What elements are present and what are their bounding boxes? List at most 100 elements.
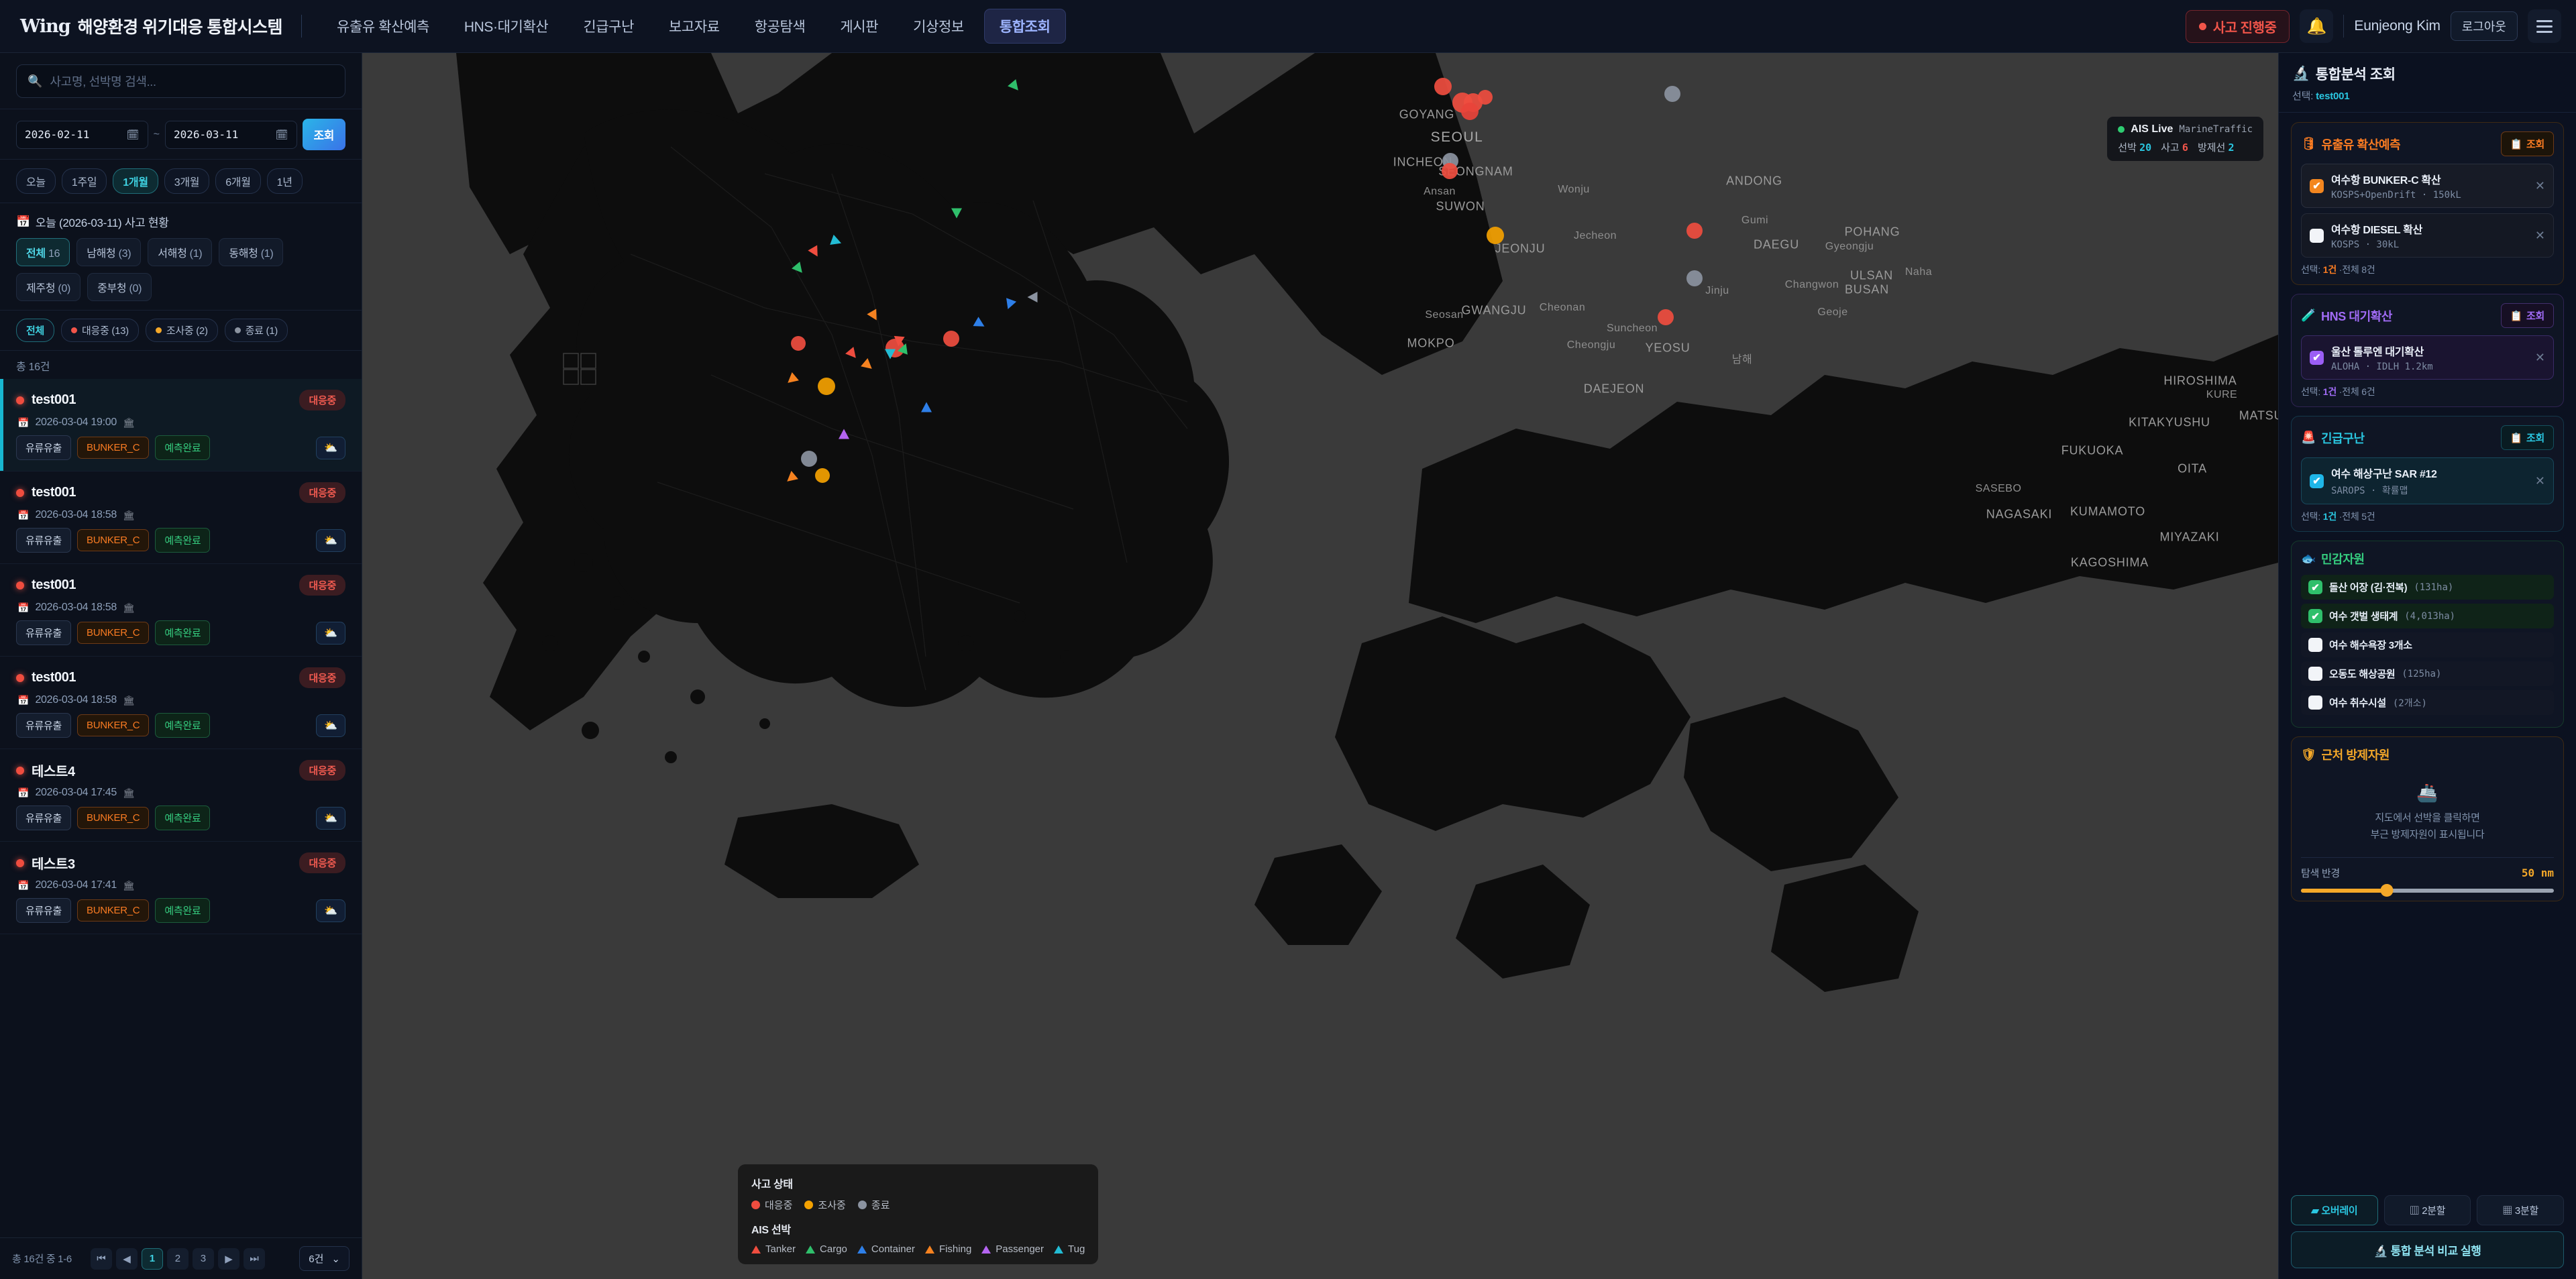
sensitive-resource-checkbox[interactable]: ✔ <box>2308 580 2322 594</box>
close-icon[interactable]: ✕ <box>2534 178 2545 192</box>
map-vessel-marker[interactable] <box>951 208 962 219</box>
bell-icon[interactable]: 🔔 <box>2300 9 2334 43</box>
map-incident-marker[interactable] <box>1658 309 1674 325</box>
weather-button[interactable]: ⛅ <box>316 899 345 922</box>
nav-item-7[interactable]: 통합조회 <box>983 9 1066 44</box>
incident-alert-badge[interactable]: 사고 진행중 <box>2185 9 2290 43</box>
sensitive-resource-item[interactable]: 오동도 해상공원 (125ha) <box>2301 661 2554 686</box>
sensitive-resource-item[interactable]: 여수 해수욕장 3개소 <box>2301 632 2554 657</box>
state-filter-0[interactable]: 전체 <box>16 319 55 342</box>
sensitive-resource-checkbox[interactable] <box>2308 696 2322 710</box>
weather-button[interactable]: ⛅ <box>316 714 345 737</box>
map-incident-marker[interactable] <box>943 331 959 347</box>
org-filter-5[interactable]: 중부청 (0) <box>87 273 152 301</box>
state-filter-1[interactable]: 대응중 (13) <box>61 319 139 342</box>
search-submit-button[interactable]: 조회 <box>302 119 346 150</box>
map-area[interactable]: GOYANG SEOUL INCHEON SEONGNAM Ansan SUWON Wonj… <box>362 53 2278 1279</box>
map-vessel-marker[interactable] <box>893 335 905 347</box>
nav-item-5[interactable]: 게시판 <box>840 19 879 35</box>
state-filter-3[interactable]: 종료 (1) <box>224 319 288 342</box>
weather-button[interactable]: ⛅ <box>316 621 345 645</box>
logout-button[interactable]: 로그아웃 <box>2450 11 2518 41</box>
search-input[interactable]: 🔍 사고명, 선박명 검색... <box>16 64 345 98</box>
sensitive-resource-checkbox[interactable] <box>2308 667 2322 681</box>
sensitive-resource-item[interactable]: ✔ 돌산 어장 (김·전복) (131ha) <box>2301 575 2554 600</box>
org-filter-3[interactable]: 동해청 (1) <box>219 238 284 266</box>
nav-item-3[interactable]: 보고자료 <box>669 19 720 35</box>
pagination-page-2[interactable]: 2 <box>166 1247 189 1270</box>
incident-list-item[interactable]: 테스트3 대응중 📅 2026-03-04 17:41 🏛 유류유출 BUNKER_C 예측완… <box>0 842 362 934</box>
map-incident-marker[interactable] <box>791 336 806 351</box>
hns-query-button[interactable]: 📋 조회 <box>2500 303 2554 328</box>
incident-list-item[interactable]: test001 대응중 📅 2026-03-04 18:58 🏛 유류유출 BUNKER_C… <box>0 471 362 564</box>
date-to-field[interactable]: 2026-03-11 🗓 <box>164 120 297 149</box>
map-vessel-marker[interactable] <box>921 402 932 412</box>
incident-list-item[interactable]: 테스트4 대응중 📅 2026-03-04 17:45 🏛 유류유출 BUNKER_C 예측완… <box>0 749 362 842</box>
map-incident-marker[interactable] <box>1686 270 1703 286</box>
hns-layer-checkbox[interactable]: ✔ <box>2310 350 2324 365</box>
org-filter-2[interactable]: 서해청 (1) <box>148 238 213 266</box>
quick-range-5[interactable]: 1년 <box>266 168 303 194</box>
sensitive-resource-item[interactable]: 여수 취수시설 (2개소) <box>2301 690 2554 715</box>
pagination-first[interactable]: ⏮ <box>90 1247 112 1270</box>
pagination-prev[interactable]: ◀ <box>115 1247 138 1270</box>
radius-slider[interactable] <box>2301 884 2554 897</box>
quick-range-0[interactable]: 오늘 <box>16 168 56 194</box>
brand[interactable]: Wing 해양환경 위기대응 통합시스템 <box>20 14 283 38</box>
incident-list[interactable]: test001 대응중 📅 2026-03-04 19:00 🏛 유류유출 BUNKER_C… <box>0 379 362 1237</box>
map-incident-marker[interactable] <box>1434 78 1452 95</box>
close-icon[interactable]: ✕ <box>2534 350 2545 364</box>
close-icon[interactable]: ✕ <box>2534 474 2545 488</box>
quick-range-1[interactable]: 1주일 <box>61 168 107 194</box>
nav-item-1[interactable]: HNS·대기확산 <box>464 19 549 35</box>
view-mode-button[interactable]: ▥ 2분할 <box>2383 1195 2471 1225</box>
sar-layer-checkbox[interactable]: ✔ <box>2310 474 2324 488</box>
map-incident-marker[interactable] <box>1487 227 1504 244</box>
pagination-page-1[interactable]: 1 <box>141 1247 163 1270</box>
quick-range-4[interactable]: 6개월 <box>215 168 261 194</box>
oil-layer-checkbox[interactable] <box>2310 228 2324 243</box>
weather-button[interactable]: ⛅ <box>316 529 345 552</box>
run-analysis-button[interactable]: 🔬 통합 분석 비교 실행 <box>2291 1231 2564 1268</box>
calendar-icon[interactable]: 🗓 <box>275 129 288 141</box>
oil-layer-item[interactable]: ✔ 여수항 BUNKER-C 확산 KOSPS+OpenDrift · 150kL ✕ <box>2301 164 2554 208</box>
radius-slider-handle[interactable] <box>2380 884 2394 897</box>
sar-layer-item[interactable]: ✔ 여수 해상구난 SAR #12 SAROPS · 확률맵 ✕ <box>2301 457 2554 504</box>
map-incident-marker[interactable] <box>818 378 835 395</box>
org-filter-1[interactable]: 남해청 (3) <box>76 238 142 266</box>
map-incident-marker[interactable] <box>801 451 817 467</box>
org-filter-0[interactable]: 전체 16 <box>16 238 70 266</box>
state-filter-2[interactable]: 조사중 (2) <box>145 319 218 342</box>
sensitive-resource-item[interactable]: ✔ 여수 갯벌 생태계 (4,013ha) <box>2301 604 2554 628</box>
quick-range-2[interactable]: 1개월 <box>113 168 158 194</box>
org-filter-4[interactable]: 제주청 (0) <box>16 273 81 301</box>
map-incident-marker[interactable] <box>1664 86 1680 102</box>
map-vessel-marker[interactable] <box>885 349 896 359</box>
incident-list-item[interactable]: test001 대응중 📅 2026-03-04 18:58 🏛 유류유출 BUNKER_C… <box>0 657 362 749</box>
pagination-page-3[interactable]: 3 <box>192 1247 214 1270</box>
hamburger-icon[interactable] <box>2528 9 2561 43</box>
map-incident-marker[interactable] <box>1461 103 1479 120</box>
view-mode-button[interactable]: ▦ 3분할 <box>2477 1195 2565 1225</box>
pagination-last[interactable]: ⏭ <box>243 1247 265 1270</box>
close-icon[interactable]: ✕ <box>2534 228 2545 242</box>
map-incident-marker[interactable] <box>885 339 904 357</box>
quick-range-3[interactable]: 3개월 <box>164 168 210 194</box>
oil-layer-checkbox[interactable]: ✔ <box>2310 178 2324 193</box>
sensitive-resource-checkbox[interactable] <box>2308 638 2322 652</box>
incident-list-item[interactable]: test001 대응중 📅 2026-03-04 19:00 🏛 유류유출 BUNKER_C… <box>0 379 362 471</box>
map-incident-marker[interactable] <box>815 468 830 483</box>
map-vessel-marker[interactable] <box>839 429 849 439</box>
weather-button[interactable]: ⛅ <box>316 436 345 459</box>
calendar-icon[interactable]: 🗓 <box>126 129 140 141</box>
map-incident-marker[interactable] <box>1686 223 1703 239</box>
nav-item-6[interactable]: 기상정보 <box>913 19 964 35</box>
sar-query-button[interactable]: 📋 조회 <box>2500 425 2554 450</box>
map-incident-marker[interactable] <box>1478 90 1493 105</box>
weather-button[interactable]: ⛅ <box>316 806 345 830</box>
view-mode-button[interactable]: ▰ 오버레이 <box>2291 1195 2378 1225</box>
sensitive-resource-checkbox[interactable]: ✔ <box>2308 609 2322 623</box>
pagination-next[interactable]: ▶ <box>217 1247 239 1270</box>
hns-layer-item[interactable]: ✔ 울산 톨루엔 대기확산 ALOHA · IDLH 1.2km ✕ <box>2301 335 2554 380</box>
nav-item-4[interactable]: 항공탐색 <box>754 19 806 35</box>
